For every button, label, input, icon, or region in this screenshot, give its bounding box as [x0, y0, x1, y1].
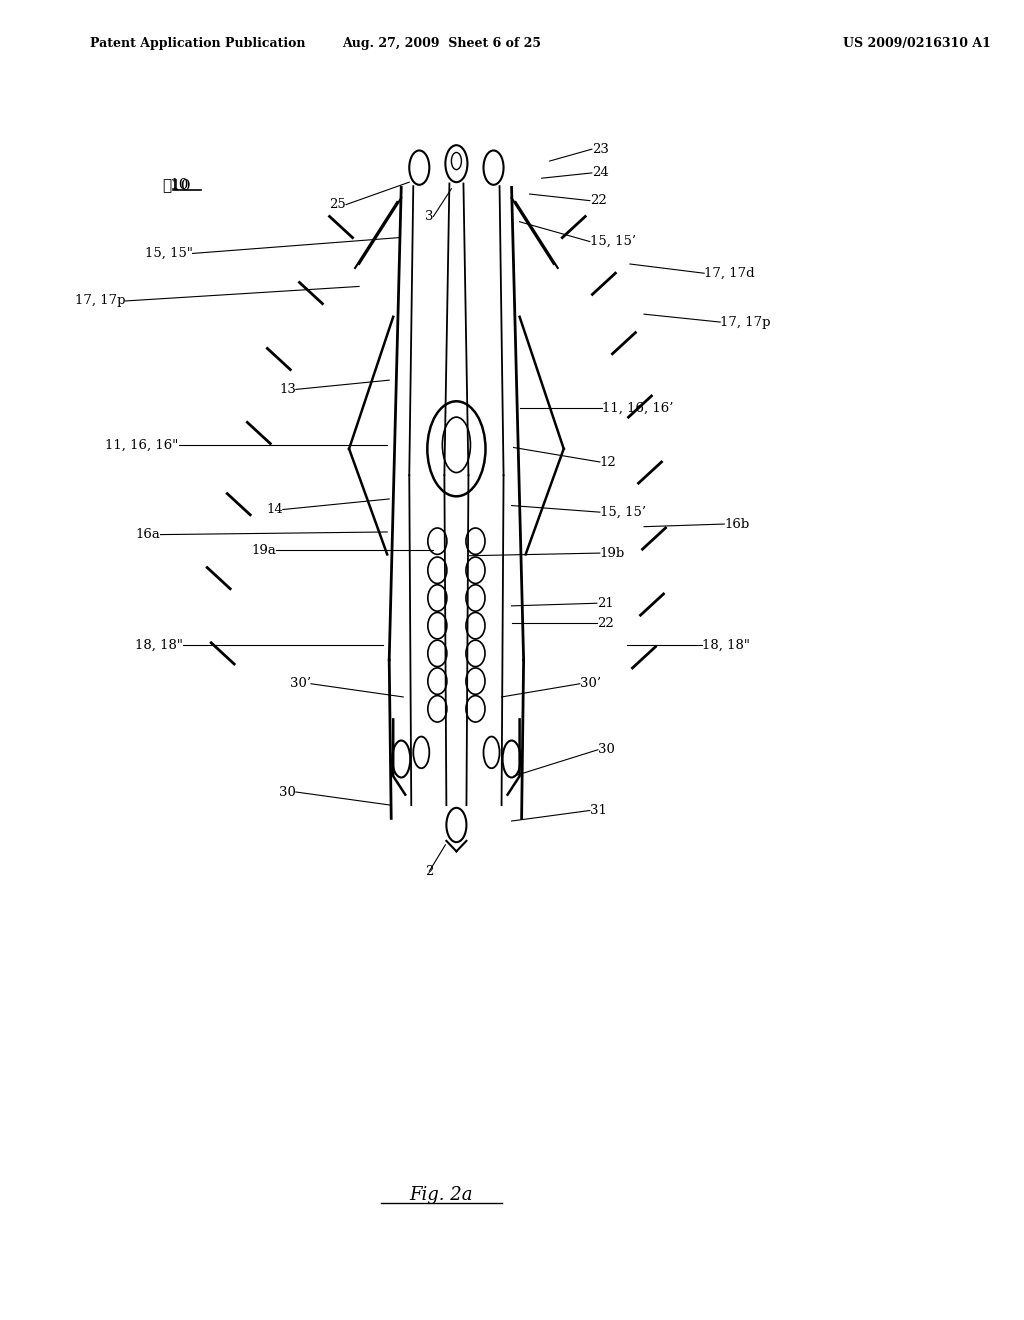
Text: 11, 16, 16’: 11, 16, 16’ — [602, 401, 674, 414]
Text: 17, 17p: 17, 17p — [720, 315, 771, 329]
Text: Fig. 2a: Fig. 2a — [410, 1185, 473, 1204]
Text: 12: 12 — [600, 455, 616, 469]
Text: ͟10: ͟10 — [162, 178, 190, 191]
Text: 24: 24 — [592, 166, 608, 180]
Text: 19a: 19a — [251, 544, 275, 557]
Text: 30’: 30’ — [290, 677, 311, 690]
Text: 25: 25 — [330, 198, 346, 211]
Text: 11, 16, 16": 11, 16, 16" — [105, 438, 178, 451]
Text: 31: 31 — [590, 804, 606, 817]
Text: 21: 21 — [597, 597, 613, 610]
Text: 22: 22 — [590, 194, 606, 207]
Text: 30: 30 — [279, 785, 296, 799]
Text: 13: 13 — [279, 383, 296, 396]
Text: 19b: 19b — [600, 546, 625, 560]
Text: Patent Application Publication: Patent Application Publication — [90, 37, 306, 50]
Text: Aug. 27, 2009  Sheet 6 of 25: Aug. 27, 2009 Sheet 6 of 25 — [342, 37, 541, 50]
Text: 16a: 16a — [135, 528, 161, 541]
Text: 17, 17p: 17, 17p — [75, 294, 125, 308]
Text: US 2009/0216310 A1: US 2009/0216310 A1 — [843, 37, 990, 50]
Text: 15, 15": 15, 15" — [144, 247, 193, 260]
Text: 22: 22 — [597, 616, 613, 630]
Text: 17, 17d: 17, 17d — [705, 267, 755, 280]
Text: 14: 14 — [266, 503, 283, 516]
Text: 23: 23 — [592, 143, 608, 156]
Text: 30: 30 — [598, 743, 614, 756]
Text: 10: 10 — [169, 178, 188, 191]
Text: 16b: 16b — [724, 517, 750, 531]
Text: 15, 15’: 15, 15’ — [590, 235, 636, 248]
Text: 3: 3 — [425, 210, 433, 223]
Text: 15, 15’: 15, 15’ — [600, 506, 646, 519]
Text: 30’: 30’ — [580, 677, 601, 690]
Text: 18, 18": 18, 18" — [702, 639, 750, 652]
Text: 18, 18": 18, 18" — [135, 639, 182, 652]
Text: 2: 2 — [425, 865, 433, 878]
